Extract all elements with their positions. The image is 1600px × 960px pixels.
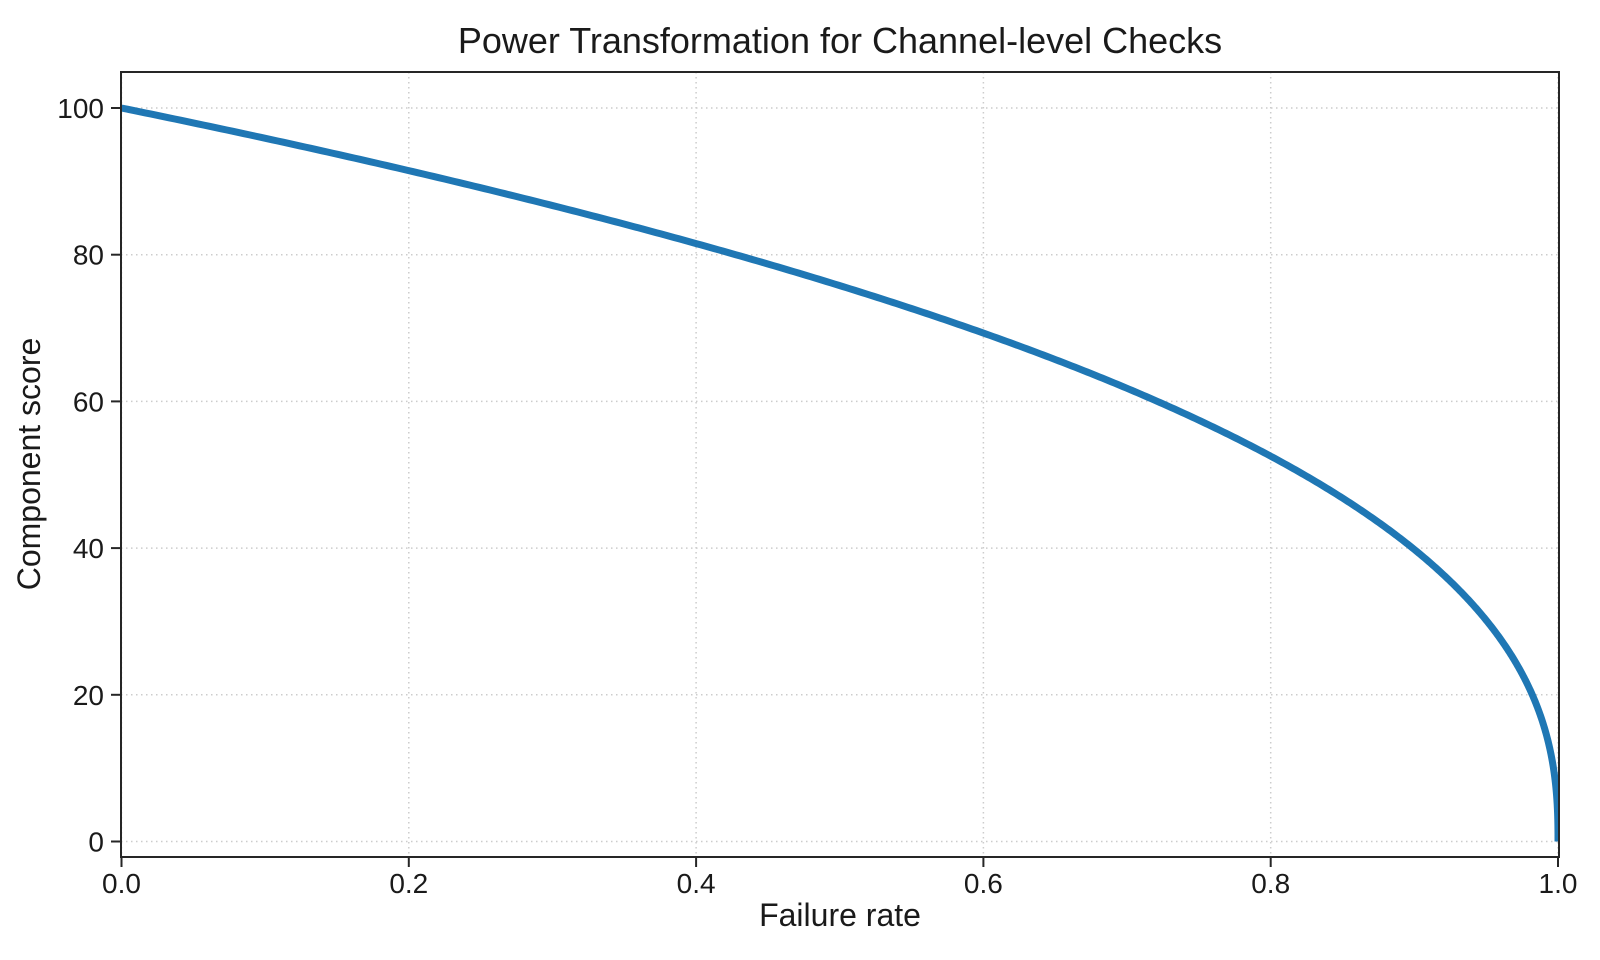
y-tick-label: 40 xyxy=(73,533,104,564)
chart-title: Power Transformation for Channel-level C… xyxy=(458,20,1222,61)
x-tick-label: 1.0 xyxy=(1539,868,1578,899)
axis-ticks xyxy=(111,107,1559,867)
x-tick-label: 0.0 xyxy=(102,868,141,899)
component-score-curve xyxy=(121,104,1559,844)
y-tick-label: 100 xyxy=(57,93,104,124)
y-tick-label: 0 xyxy=(88,827,104,858)
axis-tick-labels: 0 20 40 60 80 100 0.0 0.2 0.4 0.6 0.8 1.0 xyxy=(57,93,1577,899)
y-tick-label: 60 xyxy=(73,386,104,417)
x-axis-label: Failure rate xyxy=(759,897,921,933)
x-tick-label: 0.8 xyxy=(1251,868,1290,899)
y-tick-label: 80 xyxy=(73,240,104,271)
grid-lines xyxy=(120,72,1559,857)
y-axis-label: Component score xyxy=(11,338,47,591)
x-tick-label: 0.4 xyxy=(677,868,716,899)
y-tick-label: 20 xyxy=(73,680,104,711)
plot-border xyxy=(120,71,1560,858)
x-tick-label: 0.6 xyxy=(964,868,1003,899)
x-tick-label: 0.2 xyxy=(389,868,428,899)
curve-layer xyxy=(121,104,1559,844)
